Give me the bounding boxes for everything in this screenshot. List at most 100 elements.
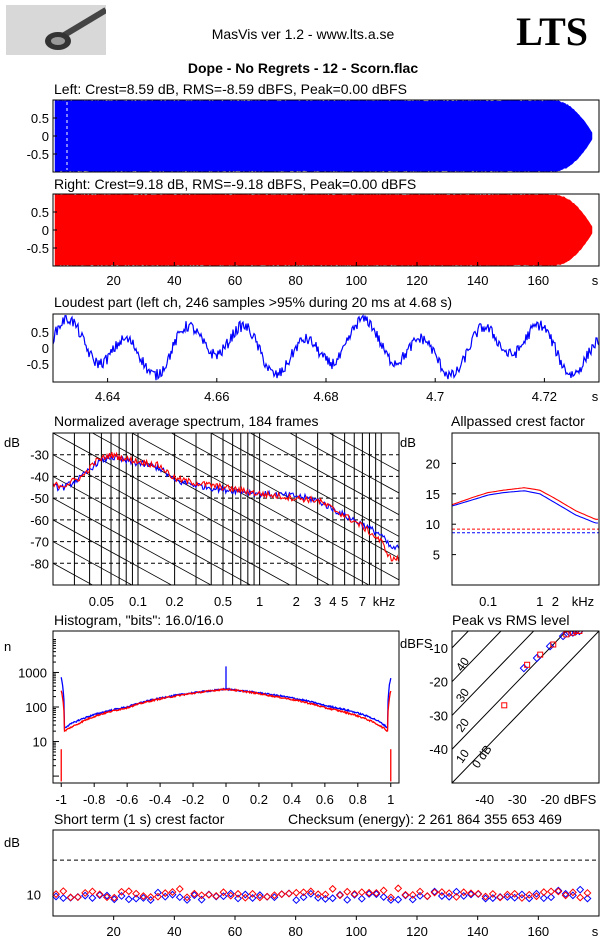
x-tick-label: 40 [167,273,181,288]
y-tick-label: -0.5 [27,357,49,372]
short-crest-point-right [73,893,82,902]
short-crest-point-left [488,894,497,903]
crest-line-left [451,490,598,524]
spectrum-frame [52,432,400,586]
short-crest-point-right [263,892,272,901]
x-tick-label: 60 [228,924,242,939]
spectrum-slope-line [289,433,399,494]
short-crest-point-left [52,892,60,901]
x-tick-label: 4.68 [313,389,338,404]
short-crest-point-right [153,892,162,901]
y-tick-label: 10 [27,888,41,903]
y-tick-label: -40 [30,469,49,484]
short-crest-point-right [314,890,323,899]
short-crest-point-left [467,890,475,899]
left-waveform-title: Left: Crest=8.59 dB, RMS=-8.59 dBFS, Pea… [54,81,407,97]
spectrum-slope-line [328,433,399,472]
spectrum-slope-line [91,433,370,585]
y-tick-label: 5 [433,548,440,563]
spectrum-slope-line [53,541,133,585]
short-crest-point-left [117,891,126,900]
peak-rms-point-right [563,631,570,638]
short-crest-point-left [386,895,395,904]
spectrum-line-left [53,453,399,551]
short-crest-point-left [452,887,461,896]
short-crest-point-left [481,894,490,903]
short-crest-point-right [328,884,337,893]
short-crest-point-right [81,888,90,897]
short-crest-point-left [234,894,242,903]
short-crest-point-left [372,890,381,899]
short-crest-point-right [437,888,446,897]
short-crest-point-right [379,886,388,895]
short-crest-point-left [547,893,556,902]
y-tick-label: -10 [429,641,448,656]
y-tick-label: 0 [42,129,49,144]
y-tick-label: 10 [33,735,47,750]
y-tick-label: 20 [426,456,440,471]
short-crest-point-right [568,888,577,897]
short-crest-point-left [132,894,141,903]
x-tick-label: -20 [541,792,560,807]
spectrum-line-right [53,451,399,562]
short-crest-point-right [481,892,490,901]
y-tick-label: 1000 [18,665,47,680]
short-crest-point-left [248,894,257,902]
short-crest-point-right [110,893,119,902]
y-tick-label: -70 [30,535,49,550]
short-crest-point-right [103,893,111,902]
peak-rms-point-left [565,631,574,637]
short-crest-point-right [386,893,395,902]
short-crest-point-right [430,888,439,897]
x-tick-label: 4.64 [95,389,120,404]
y-tick-label: -80 [30,556,49,571]
x-tick-label: 0.05 [89,594,114,609]
logo-image [6,5,106,55]
right-waveform-area [54,193,593,267]
y-axis-label: dB [400,435,416,450]
x-axis-unit: s [592,273,599,288]
short-crest-point-right [212,891,221,900]
x-axis-unit: s [592,389,599,404]
short-crest-point-left [190,891,199,900]
spectrum-slope-line [170,433,399,559]
x-tick-label: 140 [467,273,489,288]
x-tick-label: -0.4 [149,792,171,807]
short-crest-point-right [219,888,228,897]
spectrum-slope-line [53,476,252,585]
short-crest-point-right [255,893,264,902]
peak-rms-point-right [524,661,531,668]
diagonal-label: 30 [453,685,472,704]
x-tick-label: 140 [467,924,489,939]
spectrum-slope-line [53,672,399,862]
y-tick-label: 0.5 [31,205,49,220]
short-crest-point-left [532,889,541,898]
short-crest-point-right [168,888,177,896]
short-crest-point-right [423,892,432,901]
short-crest-point-right [161,889,170,898]
short-crest-point-right [445,889,454,898]
short-crest-point-left [357,894,366,903]
y-tick-label: 15 [426,487,440,502]
short-crest-point-right [52,890,60,899]
spectrum-slope-line [210,433,399,537]
short-crest-point-right [474,889,483,898]
short-crest-point-right [525,890,534,899]
spectrum-slope-line [53,607,399,797]
crest-frame [451,432,600,586]
short-crest-point-right [277,890,286,899]
short-crest-point-right [452,892,461,901]
short-crest-point-right [335,891,344,900]
short-crest-point-right [299,888,308,897]
x-axis-unit: s [592,924,599,939]
app-title: MasVis ver 1.2 - www.lts.a.se [211,26,395,42]
x-tick-label: 0.2 [250,792,268,807]
spectrum-slope-line [53,694,399,884]
short-crest-point-right [459,888,468,897]
peak-rms-point-right [550,641,557,648]
histogram-frame [52,630,400,784]
short-crest-point-right [183,893,192,902]
x-tick-label: 0.2 [166,594,184,609]
short-crest-point-left [394,895,403,904]
y-tick-label: 100 [25,700,47,715]
